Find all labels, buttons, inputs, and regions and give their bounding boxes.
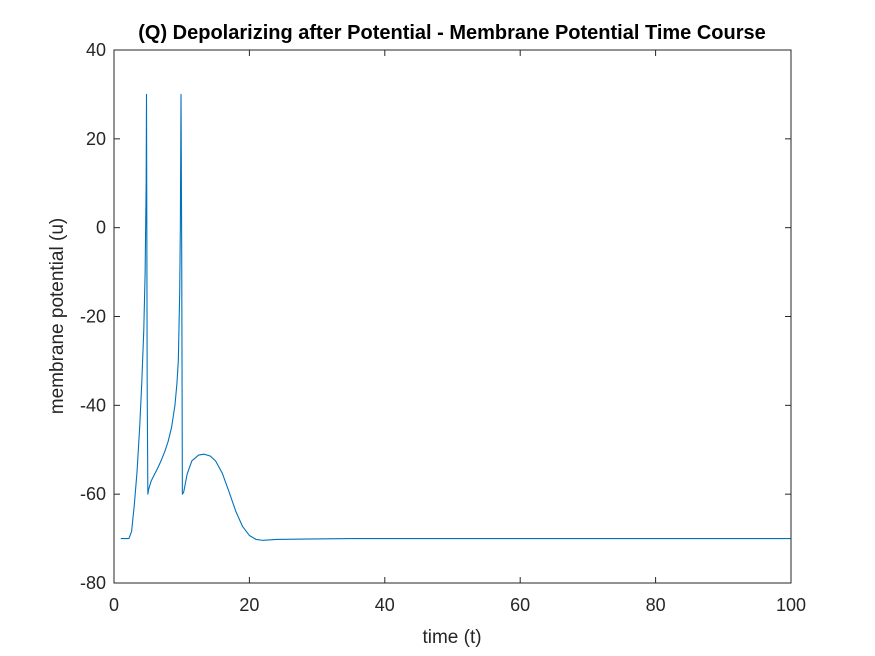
axes-background — [114, 50, 791, 583]
y-tick-label-0: 0 — [96, 218, 106, 238]
y-tick-label-20: 20 — [86, 129, 106, 149]
x-axis-label: time (t) — [422, 627, 481, 648]
x-tick-label-0: 0 — [109, 595, 119, 615]
x-tick-label-60: 60 — [510, 595, 530, 615]
line-layer — [120, 93, 791, 541]
y-tick-label-40: 40 — [86, 40, 106, 60]
x-axis-ticks: 0 20 40 60 80 100 — [109, 50, 806, 615]
chart-title: (Q) Depolarizing after Potential - Membr… — [138, 22, 766, 44]
y-tick-label--20: -20 — [80, 307, 106, 327]
y-tick-label--60: -60 — [80, 484, 106, 504]
y-axis-label: membrane potential (u) — [47, 218, 68, 414]
y-tick-label--80: -80 — [80, 573, 106, 593]
y-axis-ticks: -80 -60 -40 -20 0 20 40 — [80, 40, 791, 593]
x-tick-label-40: 40 — [375, 595, 395, 615]
x-tick-label-100: 100 — [776, 595, 806, 615]
y-tick-label--40: -40 — [80, 395, 106, 415]
x-tick-label-20: 20 — [239, 595, 259, 615]
series-line-1 — [120, 93, 791, 541]
x-tick-label-80: 80 — [646, 595, 666, 615]
